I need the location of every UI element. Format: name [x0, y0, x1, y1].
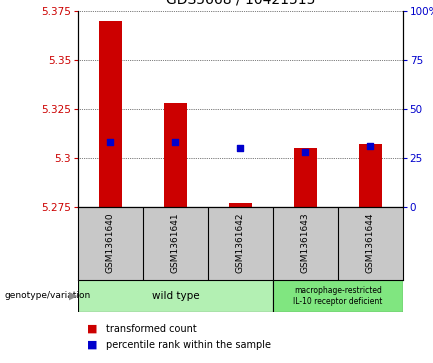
Bar [164, 103, 187, 207]
Text: ■: ■ [87, 340, 97, 350]
Bar [294, 148, 317, 207]
Text: genotype/variation: genotype/variation [4, 291, 90, 300]
Text: GSM1361643: GSM1361643 [301, 213, 310, 273]
Point [107, 139, 114, 145]
Point [302, 149, 309, 155]
Text: GSM1361642: GSM1361642 [236, 213, 245, 273]
Text: wild type: wild type [152, 291, 199, 301]
Text: GSM1361644: GSM1361644 [366, 213, 375, 273]
Bar [99, 21, 122, 207]
Text: transformed count: transformed count [106, 323, 197, 334]
Text: GSM1361641: GSM1361641 [171, 213, 180, 273]
Point [172, 139, 179, 145]
Point [367, 143, 374, 149]
Text: ■: ■ [87, 323, 97, 334]
Bar [78, 280, 273, 312]
Text: GSM1361640: GSM1361640 [106, 213, 115, 273]
Point [237, 145, 244, 151]
Text: ▶: ▶ [69, 291, 78, 301]
Bar [229, 203, 252, 207]
Text: percentile rank within the sample: percentile rank within the sample [106, 340, 271, 350]
Bar [273, 280, 403, 312]
Title: GDS5668 / 10421515: GDS5668 / 10421515 [166, 0, 315, 7]
Text: macrophage-restricted
IL-10 receptor deficient: macrophage-restricted IL-10 receptor def… [293, 286, 382, 306]
Bar [359, 144, 381, 207]
